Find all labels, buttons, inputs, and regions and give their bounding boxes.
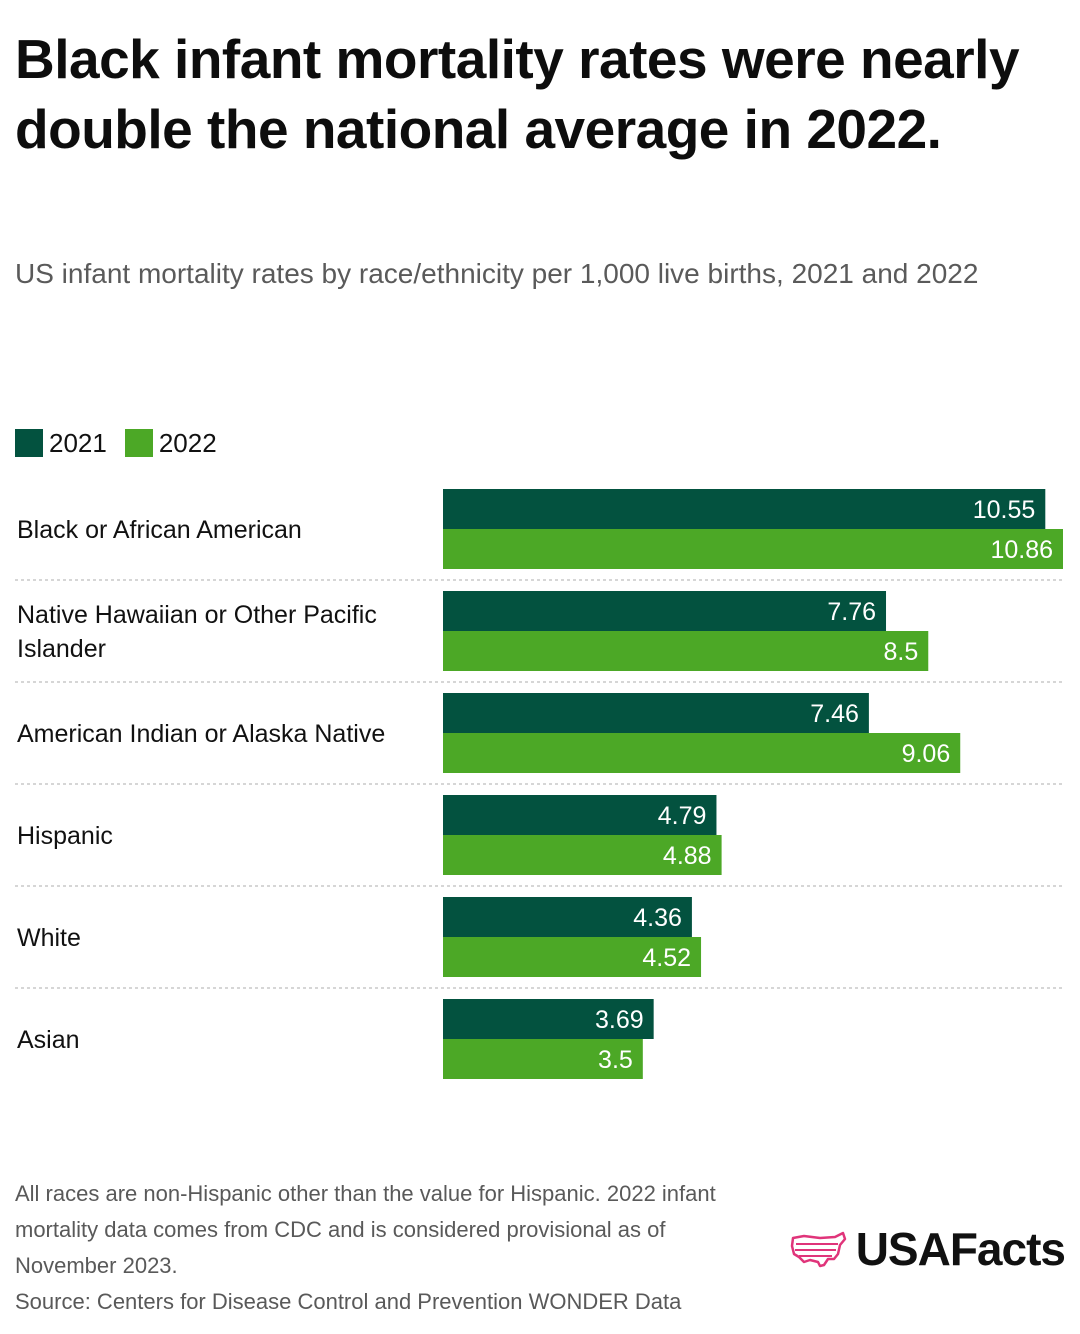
usafacts-logo: USAFacts <box>790 1222 1066 1276</box>
legend: 2021 2022 <box>15 425 217 461</box>
footnote: All races are non-Hispanic other than th… <box>15 1176 755 1320</box>
bar-2022-1 <box>443 631 929 671</box>
bar-value-label-2021-0: 10.55 <box>973 496 1036 524</box>
category-label-5: Asian <box>17 1026 80 1054</box>
legend-label-2022: 2022 <box>158 427 217 458</box>
logo-text: USAFacts <box>855 1223 1066 1275</box>
bar-2021-0 <box>443 489 1046 529</box>
footnote-source: Source: Centers for Disease Control and … <box>15 1289 682 1314</box>
bar-chart: 10.55 10.86 Black or African American 7.76 8… <box>15 489 1063 1079</box>
bar-value-label-2022-1: 8.5 <box>884 638 919 666</box>
bar-2022-4 <box>443 937 702 977</box>
legend-item-2022: 2022 <box>124 427 217 459</box>
category-label-0: Black or African American <box>17 516 302 544</box>
bar-2021-3 <box>443 795 717 835</box>
chart-title: Black infant mortality rates were nearly… <box>15 28 1020 160</box>
bar-value-label-2022-2: 9.06 <box>902 740 951 768</box>
category-label-1: Native Hawaiian or Other Pacific Islander <box>17 601 377 663</box>
bar-2021-1 <box>443 591 887 631</box>
footnote-note: All races are non-Hispanic other than th… <box>15 1181 716 1278</box>
legend-swatch-2021 <box>15 429 43 457</box>
bar-value-label-2021-4: 4.36 <box>633 904 682 932</box>
bar-2022-5 <box>443 1039 643 1079</box>
bar-value-label-2021-2: 7.46 <box>810 700 859 728</box>
bar-value-label-2022-5: 3.5 <box>598 1046 633 1074</box>
category-label-4: White <box>17 924 81 952</box>
us-map-icon <box>790 1231 846 1268</box>
bar-2021-5 <box>443 999 654 1039</box>
bar-2022-2 <box>443 733 961 773</box>
bar-value-label-2021-3: 4.79 <box>658 802 707 830</box>
category-label-3: Hispanic <box>17 822 113 850</box>
bar-value-label-2022-0: 10.86 <box>990 536 1053 564</box>
bar-value-label-2021-5: 3.69 <box>595 1006 644 1034</box>
bar-value-label-2022-4: 4.52 <box>642 944 691 972</box>
legend-swatch-2022 <box>124 429 153 457</box>
bar-value-label-2022-3: 4.88 <box>663 842 712 870</box>
legend-item-2021: 2021 <box>15 428 107 459</box>
bar-2021-2 <box>443 693 869 733</box>
bar-2022-3 <box>443 835 722 875</box>
chart-subtitle: US infant mortality rates by race/ethnic… <box>15 258 979 289</box>
bar-value-label-2021-1: 7.76 <box>827 598 876 626</box>
bar-2021-4 <box>443 897 692 937</box>
category-label-2: American Indian or Alaska Native <box>17 720 385 748</box>
bar-2022-0 <box>443 529 1063 569</box>
legend-label-2021: 2021 <box>49 427 107 458</box>
